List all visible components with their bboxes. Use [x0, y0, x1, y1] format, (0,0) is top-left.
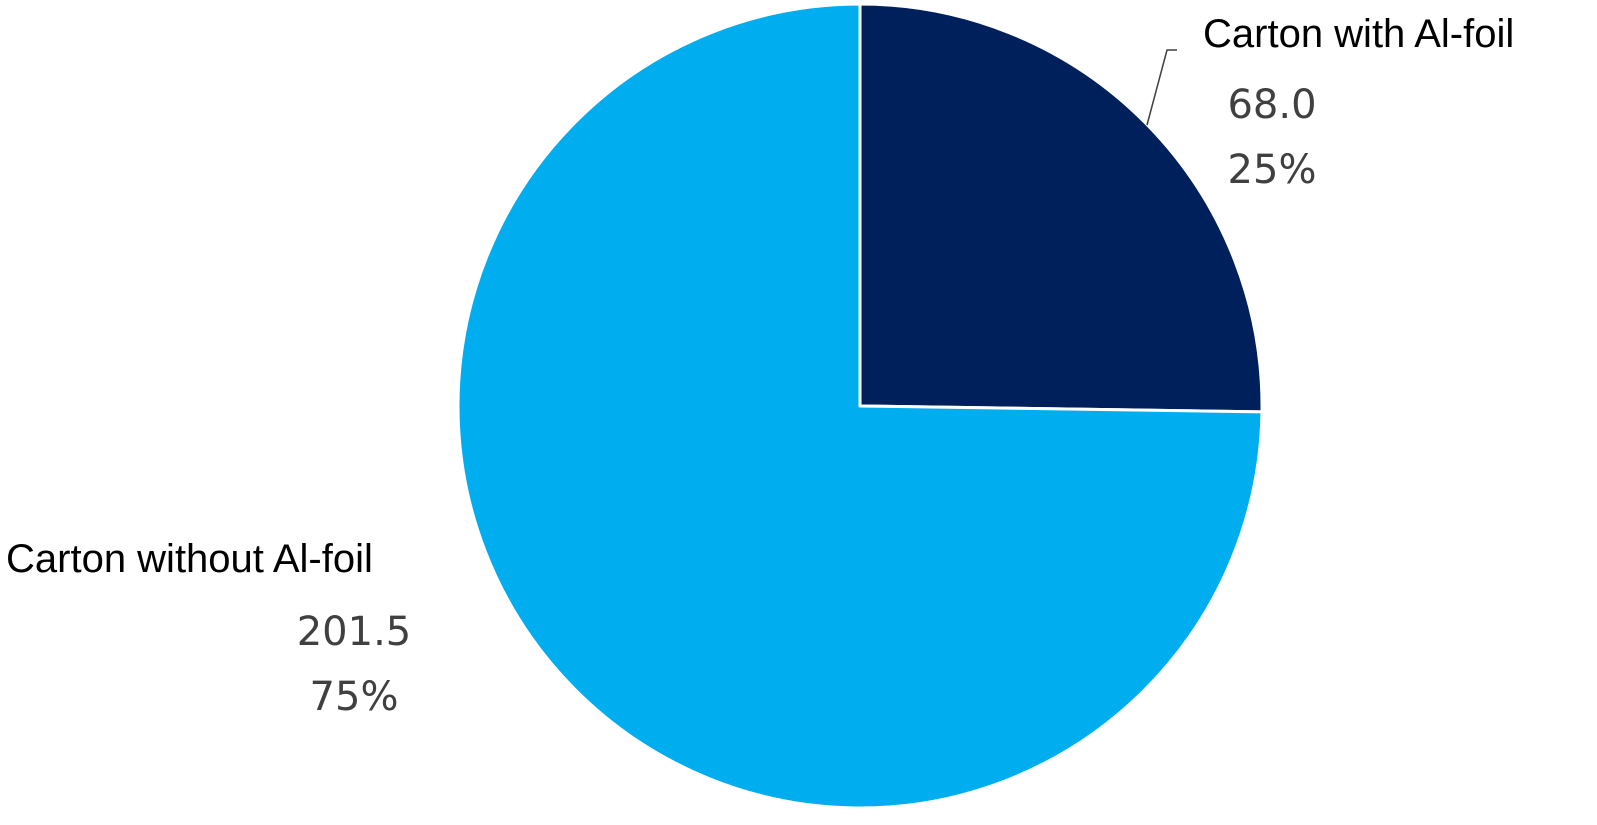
slice-label-carton-with-al-foil: Carton with Al-foil	[1203, 12, 1514, 56]
pie-slice-carton-without-al-foil	[456, 2, 1264, 810]
slice-value-carton-without-al-foil: 201.5	[297, 609, 412, 655]
pie-slices	[456, 2, 1264, 810]
pie-slice-carton-with-al-foil	[858, 2, 1264, 414]
slice-label-carton-without-al-foil: Carton without Al-foil	[6, 537, 373, 581]
slice-value-carton-with-al-foil: 68.0	[1227, 82, 1316, 128]
slice-percent-carton-with-al-foil: 25%	[1228, 147, 1317, 193]
leader-line-carton-with-al-foil	[1146, 49, 1177, 126]
slice-percent-carton-without-al-foil: 75%	[310, 674, 399, 720]
